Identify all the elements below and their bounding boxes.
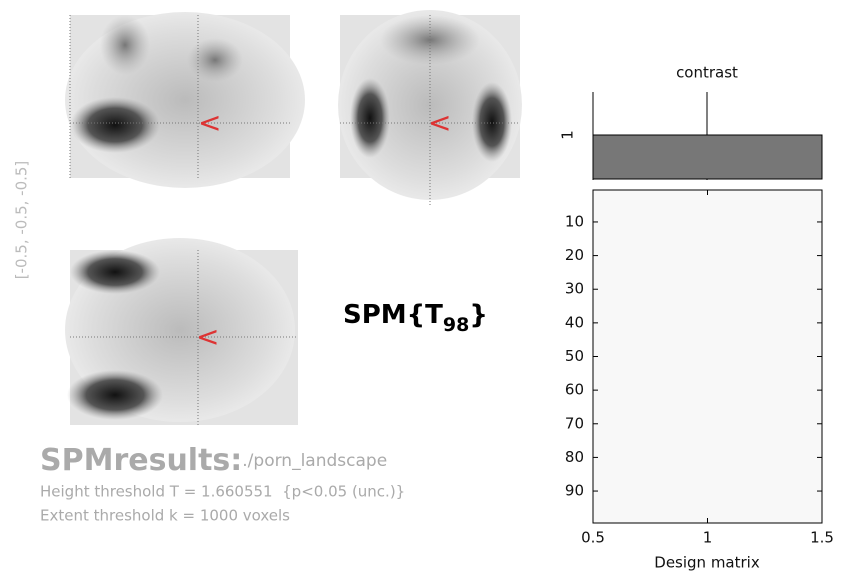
axial-view: <	[65, 238, 298, 425]
spm-results-figure: < < < [-0.5, -0.5, -0.5] SPM{T98} SPMres…	[0, 0, 846, 583]
coordinates: [-0.5, -0.5, -0.5]	[13, 161, 31, 280]
contrast-tick-label: 1	[559, 130, 577, 140]
results-title-text: SPMresults:	[40, 443, 242, 478]
svg-text:<: <	[196, 320, 219, 353]
y-tick-label: 80	[565, 448, 584, 466]
results-title: SPMresults:./porn_landscape	[40, 443, 387, 478]
stat-sub: 98	[443, 314, 469, 336]
stat-label: SPM{T98}	[343, 300, 488, 336]
y-tick-label: 90	[565, 482, 584, 500]
results-path: ./porn_landscape	[242, 451, 387, 471]
y-tick-label: 10	[565, 212, 584, 230]
contrast-title: contrast	[676, 64, 738, 82]
coronal-view: <	[338, 10, 522, 205]
x-tick-label: 0.5	[581, 529, 605, 547]
contrast-panel	[593, 92, 822, 180]
y-tick-label: 60	[565, 381, 584, 399]
y-tick-label: 40	[565, 313, 584, 331]
x-tick-label: 1.5	[810, 529, 834, 547]
y-tick-label: 30	[565, 280, 584, 298]
design-matrix	[593, 190, 822, 523]
y-tick-label: 50	[565, 347, 584, 365]
extent-threshold: Extent threshold k = 1000 voxels	[40, 507, 290, 525]
height-threshold: Height threshold T = 1.660551 {p<0.05 (u…	[40, 483, 405, 501]
stat-close: }	[469, 300, 488, 330]
svg-text:<: <	[198, 106, 221, 139]
svg-text:<: <	[428, 106, 451, 139]
y-tick-label: 70	[565, 414, 584, 432]
stat-base: SPM{T	[343, 300, 443, 330]
sagittal-view: <	[65, 12, 305, 188]
x-tick-label: 1	[703, 529, 713, 547]
y-tick-label: 20	[565, 246, 584, 264]
x-axis-label: Design matrix	[654, 554, 760, 572]
